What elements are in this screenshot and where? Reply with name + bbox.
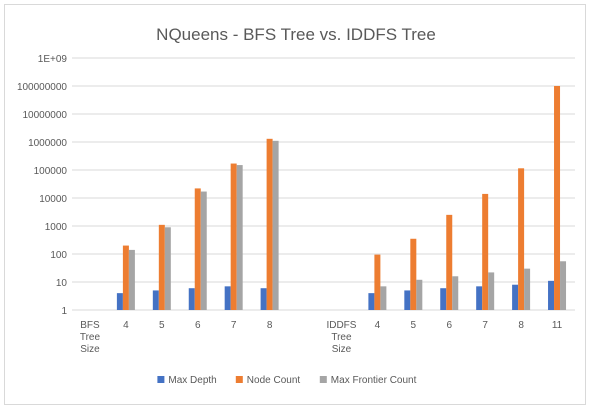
- chart-title: NQueens - BFS Tree vs. IDDFS Tree: [156, 25, 436, 44]
- bar-max-depth: [152, 290, 159, 310]
- bar-max-depth: [260, 288, 267, 310]
- y-axis: 1 10 100 1000 10000 100000 1000000 10000000 1000…: [17, 54, 68, 317]
- legend: Max Depth Node Count Max Frontier Count: [157, 375, 417, 386]
- bar-max-depth: [440, 288, 447, 310]
- y-tick-label: 100: [50, 250, 67, 261]
- bar-max-frontier-count: [452, 276, 459, 310]
- bar-max-depth: [368, 293, 375, 310]
- x-tick-label: 6: [195, 320, 201, 331]
- bar-node-count: [158, 224, 165, 310]
- x-axis: BFS Tree Size 4 5 6 7 8 IDDFS Tree Size 4 5 6 7 8 11: [80, 320, 563, 355]
- bar-max-frontier-count: [416, 279, 423, 310]
- legend-label: Max Depth: [168, 375, 216, 386]
- x-tick-label: 4: [375, 320, 381, 331]
- x-tick-label: 7: [231, 320, 237, 331]
- legend-label: Node Count: [247, 375, 301, 386]
- bar-max-depth: [404, 290, 411, 310]
- y-tick-label: 1E+09: [38, 54, 68, 65]
- x-tick-label: 6: [446, 320, 452, 331]
- bar-max-frontier-count: [128, 249, 135, 310]
- bar-max-depth: [548, 280, 555, 310]
- y-tick-label: 1000: [45, 222, 68, 233]
- legend-swatch: [157, 376, 165, 383]
- x-tick-label: 11: [552, 320, 563, 331]
- legend-swatch: [235, 376, 243, 383]
- bar-max-depth: [116, 293, 123, 310]
- bar-max-depth: [188, 288, 195, 310]
- x-tick-label: 4: [123, 320, 129, 331]
- bar-max-frontier-count: [164, 227, 171, 310]
- bar-node-count: [266, 138, 273, 310]
- bars: [116, 86, 567, 310]
- legend-swatch: [319, 376, 327, 383]
- bar-max-depth: [512, 284, 519, 310]
- bar-max-depth: [224, 286, 231, 310]
- bar-max-frontier-count: [200, 191, 207, 310]
- bar-node-count: [194, 188, 201, 310]
- chart-frame: [4, 4, 586, 405]
- bar-max-frontier-count: [524, 268, 531, 310]
- bar-node-count: [374, 254, 381, 310]
- y-tick-label: 10: [56, 278, 68, 289]
- bar-max-frontier-count: [488, 272, 495, 310]
- bar-node-count: [410, 238, 417, 310]
- y-tick-label: 1000000: [28, 138, 67, 149]
- bar-node-count: [554, 86, 561, 310]
- bar-node-count: [446, 214, 453, 310]
- x-tick-label: 8: [518, 320, 524, 331]
- y-tick-label: 1: [61, 306, 67, 317]
- bar-max-frontier-count: [380, 286, 387, 310]
- y-tick-label: 100000000: [17, 82, 67, 93]
- x-tick-label: 5: [159, 320, 165, 331]
- bar-node-count: [230, 163, 237, 310]
- bar-max-depth: [476, 286, 483, 310]
- bar-node-count: [482, 193, 489, 310]
- bar-max-frontier-count: [236, 165, 243, 310]
- x-tick-label: 8: [267, 320, 273, 331]
- x-tick-label: 5: [411, 320, 417, 331]
- bar-max-frontier-count: [560, 261, 567, 310]
- bar-max-frontier-count: [272, 140, 279, 310]
- y-tick-label: 10000000: [23, 110, 68, 121]
- bar-node-count: [518, 168, 525, 310]
- grid-layer: [72, 57, 575, 311]
- bar-node-count: [122, 245, 129, 310]
- y-tick-label: 100000: [34, 166, 68, 177]
- x-tick-label: BFS Tree Size: [80, 320, 101, 355]
- legend-label: Max Frontier Count: [331, 375, 417, 386]
- x-tick-label: 7: [482, 320, 488, 331]
- x-tick-label: IDDFS Tree Size: [326, 320, 356, 355]
- y-tick-label: 10000: [39, 194, 67, 205]
